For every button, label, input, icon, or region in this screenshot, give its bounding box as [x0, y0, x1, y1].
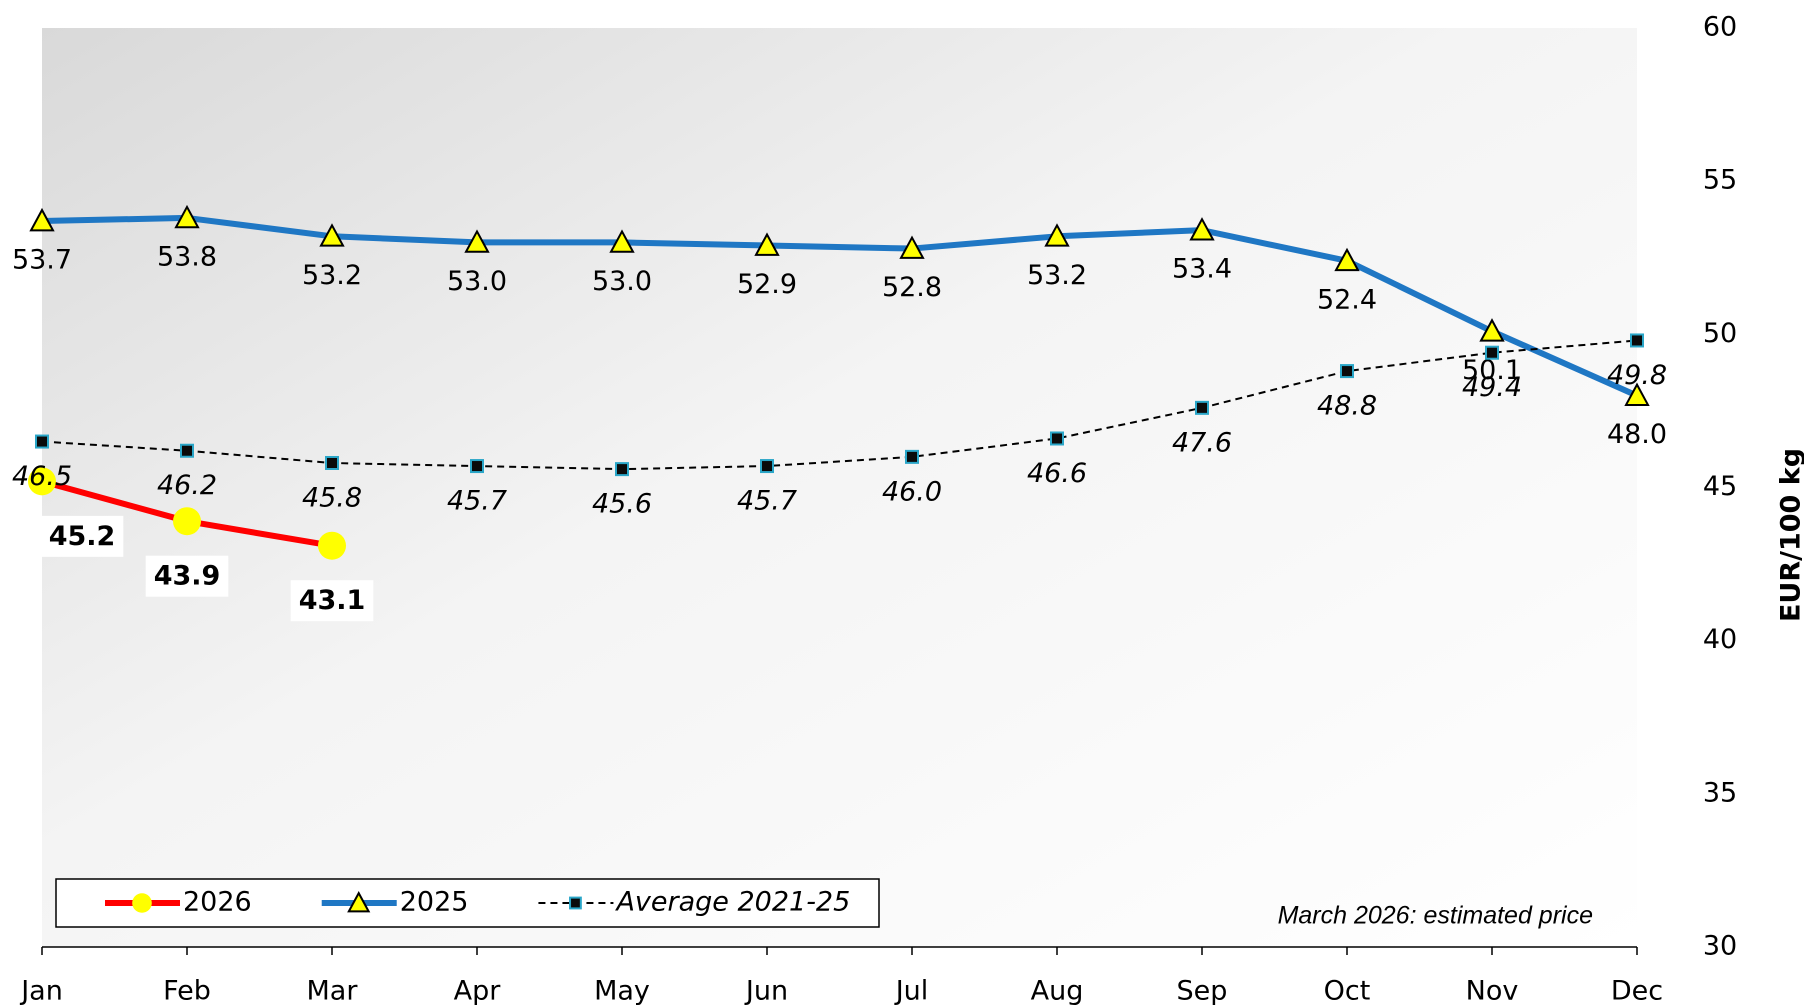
value-label: 52.4	[1317, 284, 1377, 315]
series-marker	[173, 507, 201, 536]
x-tick-label: Mar	[307, 976, 359, 1007]
y-tick-label: 55	[1703, 165, 1737, 196]
annotation: March 2026: estimated price	[1278, 902, 1593, 930]
value-label: 53.7	[12, 244, 72, 275]
x-tick-label: Sep	[1177, 976, 1228, 1007]
x-tick-label: Aug	[1031, 976, 1084, 1007]
value-label-group: 43.1	[290, 580, 374, 622]
legend-marker	[347, 890, 371, 913]
value-label: 53.8	[157, 241, 217, 272]
value-label: 53.0	[447, 266, 507, 297]
x-tick-label: Jul	[894, 976, 929, 1007]
series-marker	[1485, 345, 1499, 360]
y-axis-title: EUR/100 kg	[1776, 448, 1804, 622]
series-marker	[464, 229, 490, 253]
series-marker	[905, 449, 919, 464]
series-marker	[1624, 382, 1650, 406]
x-tick-label: Dec	[1611, 976, 1663, 1007]
y-tick-label: 60	[1703, 12, 1737, 43]
value-label: 47.6	[1172, 427, 1232, 458]
series-marker	[1630, 333, 1644, 348]
value-label: 45.8	[302, 482, 362, 513]
value-label: 52.8	[882, 272, 942, 303]
plot-area	[42, 28, 1637, 947]
value-label-bg	[145, 555, 229, 597]
series-line	[41, 339, 1638, 471]
legend-box	[55, 878, 880, 928]
legend-marker	[132, 893, 152, 913]
series-marker	[615, 462, 629, 477]
y-tick-label: 50	[1703, 318, 1737, 349]
series-marker	[1195, 400, 1209, 415]
y-tick-label: 30	[1703, 931, 1737, 962]
x-tick-label: Jan	[19, 976, 63, 1007]
value-label: 45.2	[49, 521, 116, 552]
value-label: 53.0	[592, 266, 652, 297]
legend-label: 2025	[400, 887, 469, 918]
y-tick-label: 45	[1703, 471, 1737, 502]
series-marker	[1334, 247, 1360, 272]
series-marker	[899, 235, 925, 259]
value-label: 53.4	[1172, 254, 1232, 285]
legend-marker	[569, 896, 582, 910]
x-tick-label: May	[594, 976, 650, 1007]
value-label-bg	[290, 580, 374, 622]
series-marker	[760, 459, 774, 474]
series-marker	[609, 229, 635, 253]
value-label: 49.4	[1462, 372, 1522, 403]
x-tick-label: Apr	[454, 976, 502, 1007]
value-label: 48.8	[1317, 391, 1377, 422]
value-label-bg	[40, 515, 124, 557]
y-tick-label: 35	[1703, 777, 1737, 808]
legend-label: Average 2021-25	[614, 887, 850, 918]
value-label: 46.2	[157, 470, 217, 501]
value-label: 46.6	[1027, 458, 1087, 489]
value-label: 50.1	[1462, 355, 1522, 386]
value-label: 46.5	[12, 461, 72, 492]
value-label: 53.2	[302, 260, 362, 291]
x-tick-label: Jun	[744, 976, 788, 1007]
value-label: 45.6	[592, 489, 652, 520]
series-marker	[1340, 364, 1354, 379]
x-tick-label: Oct	[1324, 976, 1371, 1007]
value-label: 46.0	[882, 476, 942, 507]
series-marker	[319, 223, 345, 247]
series-marker	[174, 204, 200, 229]
value-label: 45.7	[737, 486, 797, 517]
value-label-group: 43.9	[145, 555, 229, 597]
x-tick-label: Nov	[1466, 976, 1519, 1007]
x-tick-label: Feb	[163, 976, 211, 1007]
series-marker	[754, 232, 780, 256]
series-marker	[1044, 223, 1070, 247]
series-line	[41, 214, 1639, 399]
series-marker	[35, 434, 49, 449]
series-marker	[29, 207, 55, 232]
value-label-group: 45.2	[40, 515, 124, 557]
series-marker	[180, 443, 194, 458]
value-label: 43.1	[299, 585, 366, 616]
series-marker	[1189, 217, 1215, 241]
series-marker	[318, 531, 346, 560]
series-marker	[28, 467, 56, 496]
value-label: 48.0	[1607, 419, 1667, 450]
series-marker	[325, 455, 339, 470]
y-tick-label: 40	[1703, 624, 1737, 655]
series-marker	[1479, 318, 1505, 342]
value-label: 53.2	[1027, 260, 1087, 291]
series-marker	[1050, 431, 1064, 446]
legend-label: 2026	[183, 887, 252, 918]
value-label: 52.9	[737, 269, 797, 300]
value-label: 45.7	[447, 486, 507, 517]
value-label: 43.9	[154, 561, 221, 592]
value-label: 49.8	[1607, 360, 1667, 391]
legend: 2026 2025 Average 2021-25	[55, 878, 880, 928]
series-marker	[470, 459, 484, 474]
